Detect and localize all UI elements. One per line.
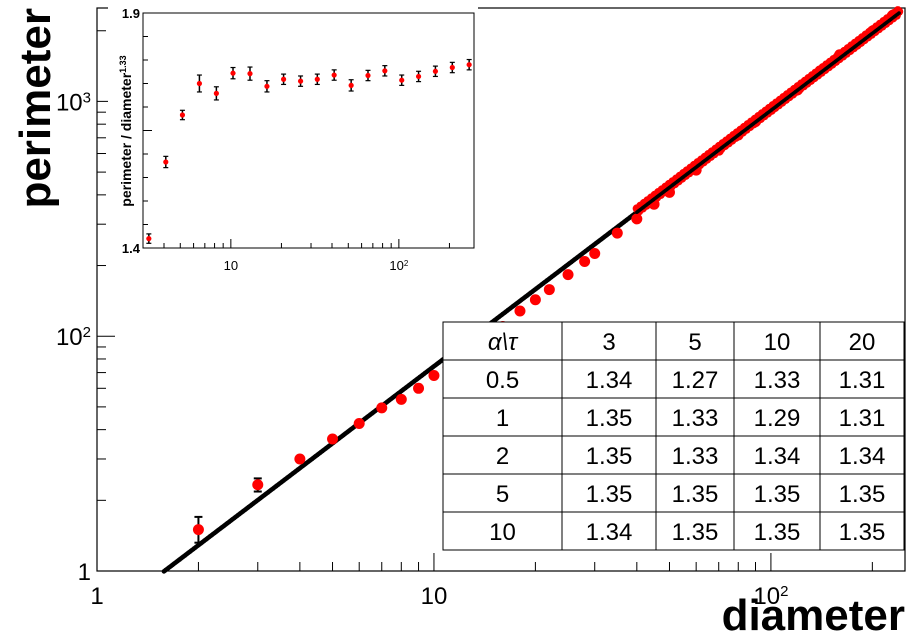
fit-line-point: [897, 11, 901, 15]
y-axis-title: perimeter: [11, 8, 60, 209]
inset-data-point: [382, 68, 388, 74]
inset-data-point: [146, 236, 152, 242]
x-tick-label: 102: [753, 583, 788, 611]
data-point: [579, 256, 591, 268]
table-corner-label: α\τ: [488, 329, 519, 356]
table-cell: 1.33: [754, 367, 801, 394]
inset-data-point: [331, 72, 337, 78]
table-row-header: 10: [489, 519, 516, 546]
table-cell: 1.35: [754, 519, 801, 546]
data-point: [395, 393, 407, 405]
data-point: [589, 248, 601, 260]
inset-data-point: [230, 70, 236, 76]
data-point: [631, 213, 643, 225]
data-point: [428, 370, 440, 382]
inset-x-tick-label: 10: [224, 258, 238, 273]
table-cell: 1.35: [586, 443, 633, 470]
inset-data-point: [415, 73, 422, 80]
table-cell: 1.33: [672, 443, 719, 470]
table-row-header: 0.5: [486, 367, 519, 394]
table-cell: 1.31: [839, 405, 886, 432]
data-point: [294, 453, 306, 465]
data-point: [514, 305, 526, 317]
table-cell: 1.34: [586, 519, 633, 546]
table-cell: 1.35: [672, 481, 719, 508]
inset-data-point: [348, 82, 354, 88]
x-tick-label: 1: [90, 583, 103, 610]
table-cell: 1.27: [672, 367, 719, 394]
inset-data-point: [264, 83, 270, 89]
table-row-header: 5: [496, 481, 509, 508]
inset-data-point: [247, 71, 253, 77]
table-row-header: 1: [496, 405, 509, 432]
table-cell: 1.35: [839, 481, 886, 508]
inset-data-point: [179, 112, 186, 118]
inset-background: [108, 0, 478, 280]
table-cell: 1.35: [586, 405, 633, 432]
data-point: [327, 433, 339, 445]
table-cell: 1.34: [839, 443, 886, 470]
inset-data-point: [432, 68, 439, 74]
table-cell: 1.35: [839, 519, 886, 546]
inset-data-point: [213, 90, 219, 96]
x-tick-label: 10: [421, 583, 448, 610]
table-cell: 1.35: [672, 519, 719, 546]
data-point: [252, 479, 264, 491]
data-point: [192, 524, 204, 536]
inset-y-axis-title: perimeter / diameter1.33: [118, 55, 134, 206]
inset-chart: 10 102 1.4 1.9 perimeter / diameter1.33: [108, 0, 478, 280]
data-point: [376, 402, 388, 414]
inset-data-point: [297, 78, 304, 84]
inset-x-tick-label: 102: [389, 258, 408, 273]
y-tick-label: 1: [78, 559, 91, 586]
inset-data-point: [280, 76, 287, 82]
table-column-header: 3: [602, 329, 615, 356]
inset-data-point: [163, 159, 169, 165]
table-row-header: 2: [496, 443, 509, 470]
table-column-header: 5: [688, 329, 701, 356]
inset-data-point: [399, 77, 405, 83]
inset-data-point: [466, 62, 472, 68]
inset-data-point: [365, 72, 371, 79]
inset-data-point: [314, 76, 320, 82]
data-point-band: [632, 6, 904, 216]
data-point: [611, 227, 623, 239]
data-point: [353, 417, 365, 429]
data-point: [413, 382, 425, 394]
table-cell: 1.35: [754, 481, 801, 508]
table-cell: 1.34: [586, 367, 633, 394]
table-cell: 1.35: [586, 481, 633, 508]
data-point: [562, 269, 574, 281]
main-plot-frame: [96, 7, 906, 572]
exponent-table: α\τ 3 5 10 20 0.5 1.34 1.27 1.33 1.31 1 1.35 1.33 1.2…: [442, 321, 905, 551]
x-axis-title: diameter: [722, 591, 905, 638]
inset-data-point: [449, 64, 455, 71]
y-tick-label: 103: [56, 89, 91, 117]
table-column-header: 10: [764, 329, 791, 356]
table-cell: 1.29: [754, 405, 801, 432]
table-column-header: 20: [849, 329, 876, 356]
table-cell: 1.31: [839, 367, 886, 394]
table-cell: 1.33: [672, 405, 719, 432]
table-cell: 1.34: [754, 443, 801, 470]
data-point: [543, 284, 555, 296]
inset-data-point: [196, 80, 203, 87]
inset-y-tick-label: 1.9: [122, 6, 140, 21]
y-tick-label: 102: [56, 324, 91, 352]
inset-y-tick-label: 1.4: [122, 241, 141, 256]
data-point: [529, 294, 541, 306]
